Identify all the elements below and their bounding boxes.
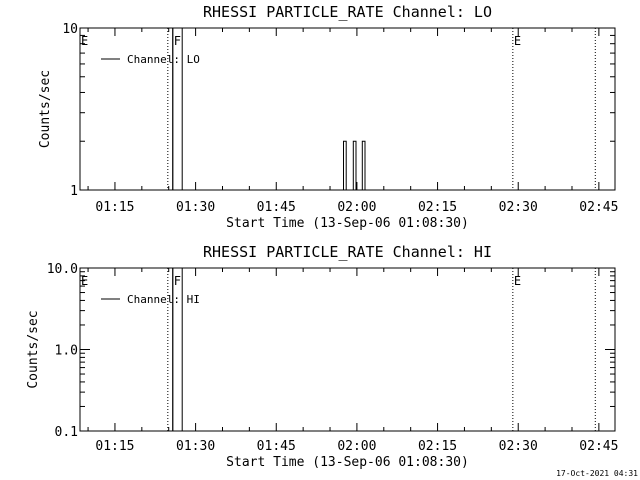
x-tick-label: 01:30: [176, 439, 215, 454]
x-tick-label: 02:15: [418, 200, 457, 215]
x-tick-label: 01:45: [257, 200, 296, 215]
y-tick-label: 10.0: [47, 262, 78, 277]
x-tick-label: 02:00: [337, 439, 376, 454]
series-line: [172, 267, 183, 431]
x-tick-label: 02:45: [579, 200, 618, 215]
annotation-label: E: [81, 274, 88, 288]
x-tick-label: 02:45: [579, 439, 618, 454]
x-tick-label: 02:30: [499, 200, 538, 215]
x-tick-label: 01:45: [257, 439, 296, 454]
annotation-label: E: [514, 34, 521, 48]
annotation-label: E: [81, 34, 88, 48]
legend-label: Channel: HI: [127, 293, 200, 306]
y-tick-label: 10: [62, 22, 78, 37]
annotation-label: E: [514, 274, 521, 288]
x-tick-label: 01:30: [176, 200, 215, 215]
y-tick-label: 1.0: [55, 344, 78, 359]
x-tick-label: 02:00: [337, 200, 376, 215]
y-tick-label: 1: [70, 184, 78, 199]
x-axis-label: Start Time (13-Sep-06 01:08:30): [226, 455, 469, 470]
x-tick-label: 02:30: [499, 439, 538, 454]
y-tick-label: 0.1: [55, 425, 78, 440]
y-axis-label: Counts/sec: [38, 70, 53, 148]
x-axis-label: Start Time (13-Sep-06 01:08:30): [226, 216, 469, 231]
series-line: [172, 27, 366, 191]
chart-title: RHESSI PARTICLE_RATE Channel: HI: [203, 243, 492, 261]
x-tick-label: 02:15: [418, 439, 457, 454]
x-tick-label: 01:15: [95, 200, 134, 215]
annotation-label: F: [174, 34, 181, 48]
legend-label: Channel: LO: [127, 53, 200, 66]
x-tick-label: 01:15: [95, 439, 134, 454]
chart-title: RHESSI PARTICLE_RATE Channel: LO: [203, 3, 492, 21]
annotation-label: F: [174, 274, 181, 288]
y-axis-label: Counts/sec: [26, 310, 41, 388]
plot-footer-timestamp: 17-Oct-2021 04:31: [556, 469, 638, 478]
